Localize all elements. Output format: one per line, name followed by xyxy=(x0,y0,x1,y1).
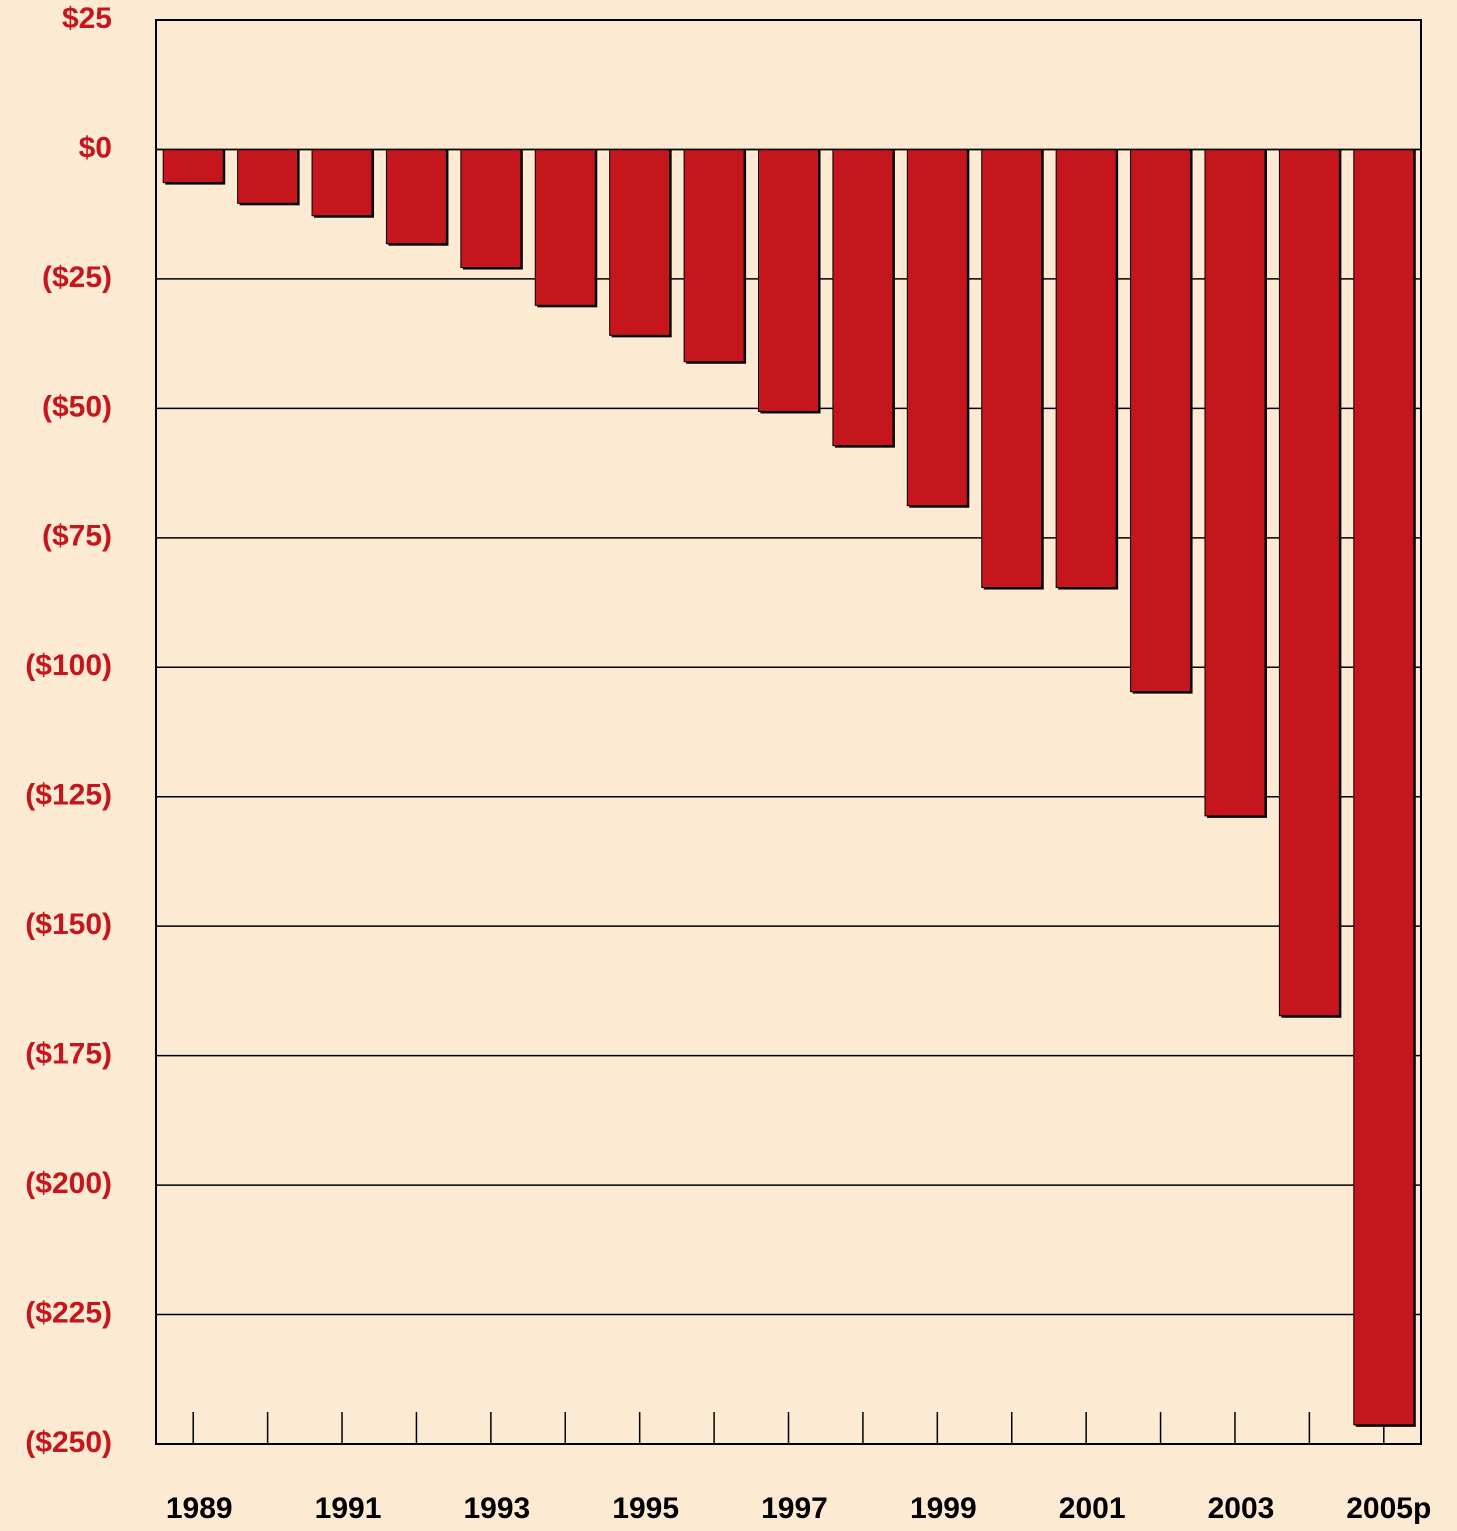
y-tick-label: ($175) xyxy=(25,1038,112,1071)
x-tick-label: 2003 xyxy=(1208,1492,1275,1525)
bar xyxy=(1278,148,1340,1017)
y-tick-label: $0 xyxy=(79,131,112,164)
bar xyxy=(906,148,968,507)
x-tick-label: 1993 xyxy=(463,1492,530,1525)
x-tick-label: 1989 xyxy=(166,1492,233,1525)
y-tick-label: ($250) xyxy=(25,1426,112,1459)
bar xyxy=(1204,148,1266,817)
y-tick-label: ($100) xyxy=(25,649,112,682)
y-tick-label: ($50) xyxy=(42,390,112,423)
x-tick-label: 1999 xyxy=(910,1492,977,1525)
y-tick-label: ($25) xyxy=(42,261,112,294)
x-tick-label: 1997 xyxy=(761,1492,828,1525)
x-tick-label: 2001 xyxy=(1059,1492,1126,1525)
bar xyxy=(1130,148,1192,693)
bar xyxy=(162,148,224,184)
y-tick-label: $25 xyxy=(62,2,112,35)
bar xyxy=(609,148,671,336)
bar xyxy=(1353,148,1415,1426)
plot-frame xyxy=(155,19,1422,1445)
bar xyxy=(981,148,1043,589)
y-tick-label: ($75) xyxy=(42,520,112,553)
bar xyxy=(311,148,373,217)
y-tick-label: ($225) xyxy=(25,1296,112,1329)
x-tick-label: 1995 xyxy=(612,1492,679,1525)
y-tick-label: ($125) xyxy=(25,779,112,812)
bar xyxy=(460,148,522,269)
bar xyxy=(1055,148,1117,589)
bar xyxy=(832,148,894,447)
bar xyxy=(758,148,819,412)
x-tick-label: 1991 xyxy=(315,1492,382,1525)
y-tick-label: ($200) xyxy=(25,1167,112,1200)
y-tick-label: ($150) xyxy=(25,908,112,941)
bar xyxy=(683,148,745,363)
bar xyxy=(534,148,596,306)
bar xyxy=(385,148,447,245)
x-tick-label: 2005p xyxy=(1346,1492,1431,1525)
bar xyxy=(237,148,299,204)
